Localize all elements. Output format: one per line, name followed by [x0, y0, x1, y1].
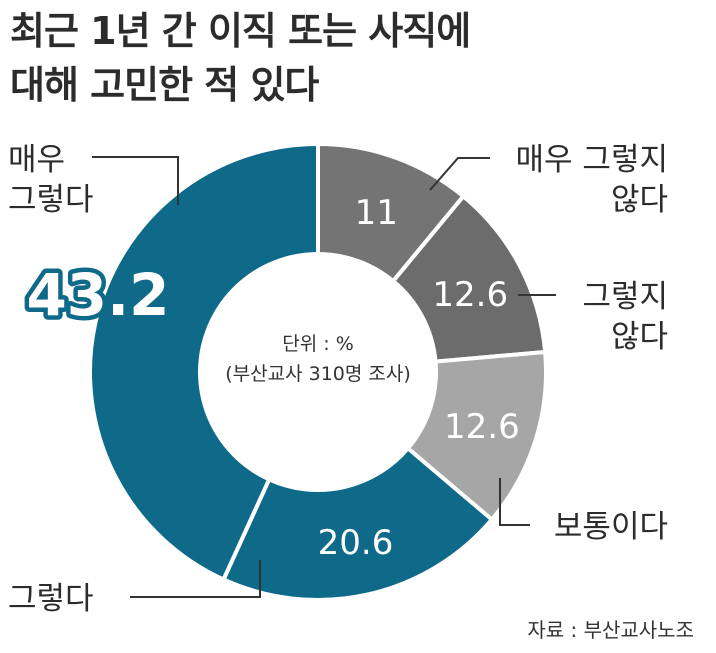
unit-subnote: (부산교사 310명 조사) — [225, 363, 411, 385]
category-label-4-line-1: 그렇다 — [8, 182, 94, 218]
category-label-0-line-1: 않다 — [611, 182, 668, 218]
chart-title-line-1: 최근 1년 간 이직 또는 사직에 — [10, 9, 471, 53]
category-label-0-line-0: 매우 그렇지 — [516, 142, 668, 178]
value-label-4: 43.2 — [26, 261, 169, 329]
category-label-1-line-1: 않다 — [611, 319, 668, 355]
chart-title-line-2: 대해 고민한 적 있다 — [10, 63, 319, 107]
category-label-1-line-0: 그렇지 — [582, 279, 668, 315]
leader-line-0 — [429, 157, 490, 191]
unit-label: 단위 : % — [282, 333, 354, 355]
leader-line-3 — [130, 560, 261, 598]
source-note: 자료 : 부산교사노조 — [527, 618, 694, 642]
category-label-2-line-0: 보통이다 — [554, 509, 668, 545]
category-label-4-line-0: 매우 — [8, 142, 65, 178]
chart-title: 최근 1년 간 이직 또는 사직에 대해 고민한 적 있다 — [10, 4, 471, 112]
leader-line-4 — [92, 156, 179, 205]
leader-line-2 — [499, 478, 530, 526]
category-label-3-line-0: 그렇다 — [8, 581, 94, 617]
value-label-3: 20.6 — [318, 523, 394, 563]
value-label-1: 12.6 — [432, 275, 508, 315]
value-label-2: 12.6 — [444, 407, 520, 447]
slice-4 — [88, 142, 320, 582]
value-label-0: 11 — [355, 193, 398, 233]
slice-3 — [221, 446, 494, 602]
